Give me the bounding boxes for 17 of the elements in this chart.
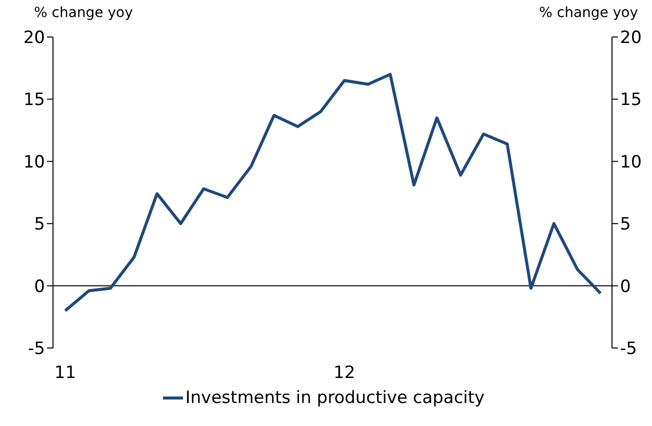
y-tick-label: 15 <box>23 90 45 110</box>
x-tick-label: 11 <box>54 363 76 384</box>
x-tick-label: 12 <box>334 363 356 384</box>
y2-tick-label: -5 <box>620 339 637 360</box>
y2-tick-label: 20 <box>620 28 642 48</box>
y-axis-title: % change yoy <box>34 5 133 21</box>
y-tick-label: 5 <box>34 214 45 235</box>
y2-tick-label: 10 <box>620 152 642 172</box>
legend-label: Investments in productive capacity <box>184 388 485 408</box>
y2-tick-label: 0 <box>620 276 631 297</box>
y-tick-label: 0 <box>34 276 45 297</box>
y2-tick-label: 5 <box>620 214 631 235</box>
y2-axis-title: % change yoy <box>539 5 638 21</box>
y-tick-label: 10 <box>23 152 45 172</box>
y-tick-label: -5 <box>28 339 45 360</box>
y-tick-label: 20 <box>23 28 45 48</box>
y2-tick-label: 15 <box>620 90 642 110</box>
